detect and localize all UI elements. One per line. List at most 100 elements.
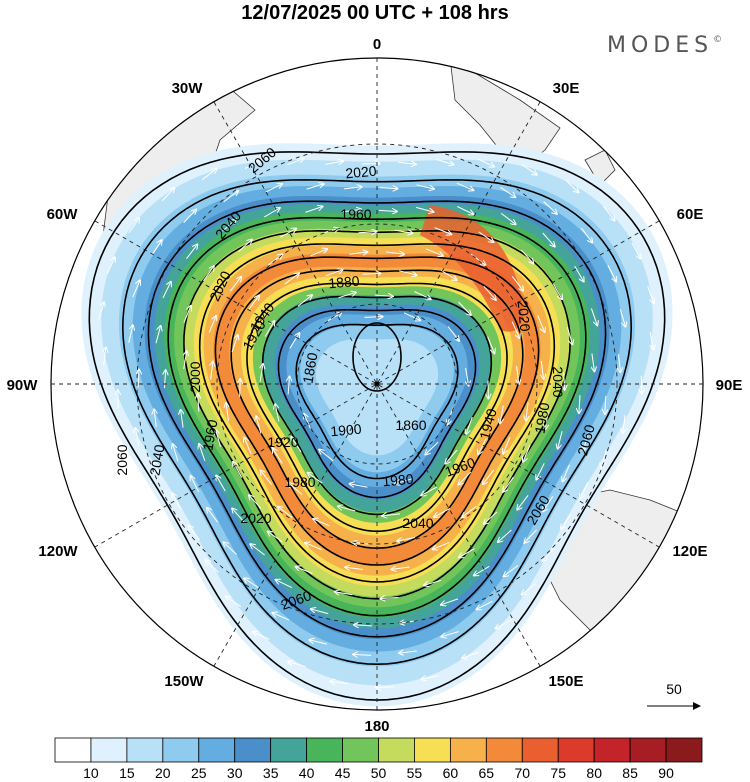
colorbar-box [414,737,451,763]
wind-vector [395,478,413,484]
wind-vector [399,651,417,653]
wind-vector [517,494,529,509]
wind-vector [434,227,452,235]
wind-vector [503,476,514,492]
wind-vector [483,286,496,300]
contour-label: 1880 [328,273,361,292]
wind-vector [477,600,493,609]
wind-vector [165,370,166,389]
map-title: 12/07/2025 00 UTC + 108 hrs [241,2,509,24]
wind-vector [183,210,196,223]
wind-vector [542,232,555,247]
colorbar-box [629,737,667,763]
wind-vector [203,266,214,282]
wind-vector [118,390,119,409]
wind-vector [249,495,262,509]
wind-vector [128,218,139,234]
wind-vector [104,348,106,366]
wind-vector [623,415,625,433]
wind-vector [304,414,312,431]
brand-text: MODES [607,33,714,58]
colorbar-box [521,737,559,763]
wind-vector [261,470,272,485]
wind-vector [503,436,511,454]
contour-label: 2020 [345,163,378,182]
wind-vector [138,370,139,388]
colorbar-box [593,737,631,763]
contour-label: 1980 [382,471,415,490]
colorbar-box [234,737,272,763]
wind-vector [289,333,300,349]
wind-vector [161,188,174,202]
map-boundary [50,57,704,711]
colorbar-label: 60 [443,765,459,781]
contour-label: 1860 [395,417,426,433]
wind-vector [305,543,322,551]
wind-vector [607,265,616,281]
wind-vector [441,631,459,637]
colorbar-box [270,737,308,763]
colorbar-label: 20 [155,765,171,781]
wind-vector [484,511,498,524]
wind-vector [211,362,213,380]
wind-vector [268,532,283,543]
contour-label: 2000 [187,361,203,392]
wind-vector [256,416,262,434]
contour-label: 1980 [284,474,315,490]
lon-label-180: 180 [364,718,389,735]
wind-vector [433,541,450,549]
wind-vector [441,598,459,605]
wind-vector [601,450,607,467]
wind-vector [523,444,531,462]
wind-vector [536,463,545,479]
colorbar: 10 15 20 25 30 35 40 45 50 55 60 65 70 75 80 85 90 [54,737,703,781]
contour-line-11 [295,323,459,480]
colorbar-box [378,737,415,763]
brand-mark: © [713,35,723,45]
wind-vector [543,496,554,511]
wind-vector [526,402,528,421]
graticule [51,58,703,710]
wind-vector [520,249,533,263]
colorbar-label: 55 [407,765,423,781]
wind-vector [154,409,156,428]
wind-vector [552,283,562,300]
wind-vector [265,184,282,193]
colorbar-box [665,737,703,763]
lon-label-60w: 60W [47,206,79,223]
lon-label-150w: 150W [164,673,204,690]
wind-vector [458,301,471,315]
wind-vector [650,331,653,350]
wind-vector [222,219,237,232]
wind-vector [500,186,515,197]
wind-vector [474,565,490,575]
wind-vector [343,209,361,211]
wind-vector [441,270,456,280]
wind-vector [584,432,589,450]
contour-label: 2040 [146,443,167,477]
colorbar-box [449,737,487,763]
wind-vector [380,598,399,599]
wind-vector [561,513,572,529]
colorbar-label: 35 [263,765,279,781]
lon-label-90e: 90E [716,377,743,394]
wind-vector [592,353,595,372]
contour-label: 2040 [402,515,433,531]
wind-vector [421,676,440,679]
wind-vector [521,164,537,175]
wind-vector [562,464,570,482]
colorbar-label: 75 [550,765,566,781]
wind-vector [286,159,304,166]
wind-vector [374,295,393,296]
colorbar-label: 85 [622,765,638,781]
wind-vector [378,210,397,211]
reference-vector-label: 50 [666,681,682,697]
wind-vector [223,191,238,203]
colorbar-label: 90 [658,765,674,781]
wind-vector [275,404,280,422]
wind-vector [319,450,334,462]
contour-label: 2040 [550,366,566,397]
contour-line-3 [167,216,587,617]
wind-vector [267,254,282,266]
